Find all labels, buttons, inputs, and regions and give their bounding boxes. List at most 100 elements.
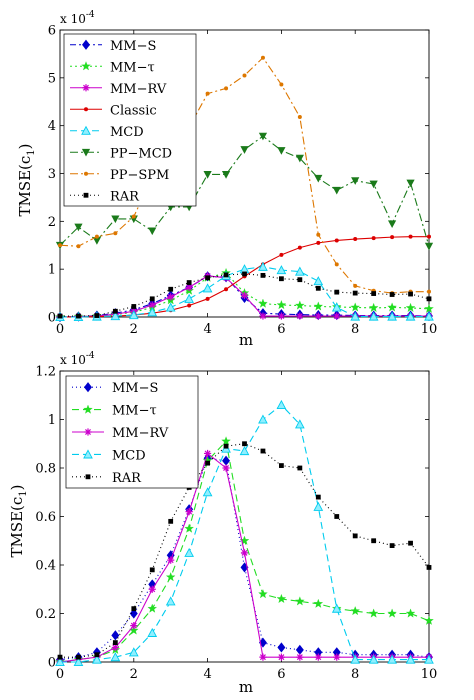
bottom-series-line-rar [60,443,430,658]
top-data-point-pp-mcd [148,227,157,236]
bottom-data-point-rar [315,494,321,500]
top-data-point-mm-rv [185,283,193,291]
bottom-data-point-mm-tau [424,615,434,625]
top-data-point-mm-rv [314,312,322,320]
bottom-data-point-mcd [313,501,324,511]
bottom-data-point-rar [57,654,63,660]
bottom-legend-marker-mm-tau [83,404,93,414]
top-series-line-mm-tau [59,272,430,318]
top-data-point-mcd [128,310,139,320]
chart-top: x 10-4 TMSE(c1) m 0 2 4 6 8 10 0 1 2 3 4 5 6 MM−S MM−τ… [16,10,437,349]
top-data-point-mcd [313,276,324,286]
bottom-legend-marker-rar [85,474,91,480]
top-data-point-rar [242,271,247,277]
top-data-point-rar [426,296,432,302]
top-x-tick-label: 6 [277,322,285,337]
top-y-tick-label: 2 [48,215,56,230]
top-data-point-pp-spm [205,91,210,96]
top-data-point-mm-rv [148,301,156,309]
bottom-data-point-mm-tau [147,603,158,613]
bottom-data-point-mcd [405,654,416,664]
bottom-legend-label-mm-tau: MM−τ [112,404,157,419]
top-x-tick-label: 10 [421,322,438,337]
top-data-point-rar [112,308,118,314]
bottom-data-point-mm-rv [111,643,119,652]
bottom-data-point-rar [334,514,340,519]
top-data-point-classic [187,303,192,308]
top-data-point-pp-spm [334,262,339,267]
top-data-point-pp-mcd [406,179,415,188]
bottom-data-point-mm-rv [148,585,156,593]
top-legend-marker-rar [83,192,89,198]
top-data-point-pp-spm [353,283,358,288]
top-data-point-classic [279,252,284,257]
bottom-data-point-mcd [258,414,268,424]
bottom-data-point-mcd [350,654,361,664]
bottom-data-point-mcd [92,654,102,664]
bottom-scale-multiplier: x 10-4 [60,351,95,367]
top-data-point-pp-mcd [314,174,323,183]
top-legend-label-pp-spm: PP−SPM [110,168,169,183]
bottom-data-point-mm-tau [276,593,287,604]
bottom-data-point-mcd [128,647,139,657]
top-data-point-pp-mcd [111,215,120,224]
bottom-legend-marker-mcd [83,449,93,459]
bottom-legend-marker-mm-rv [84,428,92,436]
top-data-point-mcd [202,283,213,293]
bottom-data-point-mm-s [295,644,304,655]
top-legend-marker-mcd [81,125,91,135]
top-data-point-classic [353,237,358,242]
bottom-legend-label-mcd: MCD [112,448,146,463]
bottom-data-point-mm-rv [130,622,138,630]
top-data-point-rar [408,291,413,297]
top-data-point-pp-spm [76,244,81,249]
top-data-point-mm-rv [167,293,175,301]
bottom-data-point-rar [94,652,100,658]
top-data-point-pp-spm [316,232,321,237]
top-data-point-classic [334,238,339,243]
top-data-point-pp-spm [224,86,229,91]
top-data-point-mm-tau [276,300,287,310]
top-data-point-rar [371,291,377,296]
top-data-point-pp-spm [260,55,265,60]
top-data-point-rar [205,275,210,281]
bottom-series-mm-tau [55,436,434,667]
top-data-point-mcd [387,311,397,321]
bottom-x-axis-label: m [239,678,253,696]
top-data-point-pp-mcd [74,223,83,232]
top-data-point-classic [297,245,302,250]
bottom-y-tick-label: 0.4 [35,559,56,574]
top-data-point-mm-rv [277,312,285,320]
top-data-point-pp-mcd [332,186,341,195]
top-data-point-rar [279,276,284,282]
top-data-point-mcd [147,307,158,317]
top-data-point-mm-rv [259,312,267,320]
top-ticks: 0 2 4 6 8 10 0 1 2 3 4 5 6 [48,24,438,338]
top-y-tick-label: 3 [48,167,56,182]
top-series-rar [57,271,432,319]
bottom-data-point-mcd [55,656,65,667]
bottom-data-point-mm-tau [258,589,268,599]
bottom-data-point-mm-rv [167,556,175,564]
top-data-point-classic [427,234,431,239]
top-data-point-mcd [184,293,194,303]
bottom-data-point-mcd [110,652,121,662]
top-data-point-mcd [405,311,416,321]
top-x-tick-label: 8 [351,322,359,337]
top-legend-label-mm-s: MM−S [110,39,156,54]
top-series-line-mcd [60,266,429,318]
top-legend-label-mm-tau: MM−τ [110,60,155,75]
bottom-x-tick-label: 10 [421,667,438,682]
top-data-point-mm-tau [350,302,360,312]
top-data-point-pp-mcd [424,242,434,251]
top-data-point-pp-mcd [295,154,304,163]
bottom-ticks: 0 2 4 6 8 10 0 0.2 0.4 0.6 0.8 1 1.2 [35,365,437,683]
bottom-data-point-rar [168,518,174,524]
top-data-point-rar [149,296,155,302]
bottom-data-point-mm-tau [295,596,305,606]
top-data-point-pp-mcd [240,146,249,154]
top-data-point-rar [57,313,63,319]
top-y-tick-label: 5 [48,71,56,86]
bottom-data-point-rar [260,448,266,454]
top-data-point-rar [76,313,81,319]
